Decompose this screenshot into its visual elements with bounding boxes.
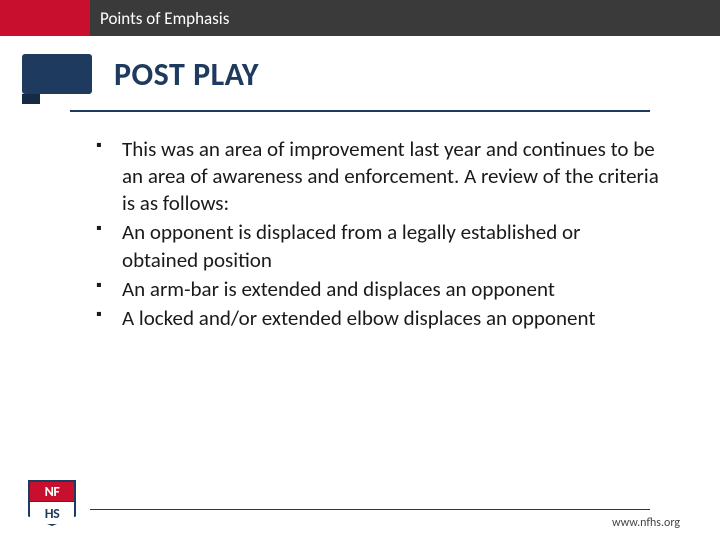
list-item: This was an area of improvement last yea… [90,136,660,218]
list-item: A locked and/or extended elbow displaces… [90,305,660,332]
slide-title: POST PLAY [114,55,259,94]
logo-top-text: NF [28,480,76,502]
header-accent [0,0,90,36]
title-row: POST PLAY [0,36,720,104]
content-area: This was an area of improvement last yea… [0,112,720,333]
title-badge [22,54,92,94]
footer: www.nfhs.org [0,509,720,531]
footer-url: www.nfhs.org [30,516,700,530]
header-bar: Points of Emphasis [0,0,720,36]
list-item: An opponent is displaced from a legally … [90,219,660,274]
footer-divider [90,509,650,511]
header-label: Points of Emphasis [90,0,229,36]
bullet-list: This was an area of improvement last yea… [90,136,660,333]
list-item: An arm-bar is extended and displaces an … [90,276,660,303]
